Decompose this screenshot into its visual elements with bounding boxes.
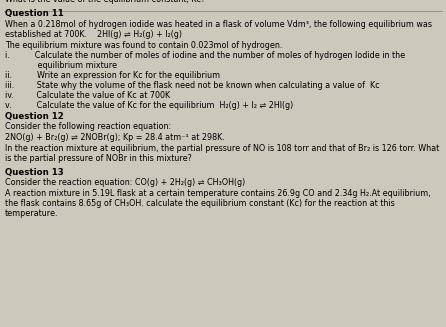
Text: 2NO(g) + Br₂(g) ⇌ 2NOBr(g); Kp = 28.4 atm⁻¹ at 298K.: 2NO(g) + Br₂(g) ⇌ 2NOBr(g); Kp = 28.4 at…	[5, 133, 225, 142]
Text: What is the value of the equilibrium constant, Kc?: What is the value of the equilibrium con…	[5, 0, 205, 4]
Text: iii.         State why the volume of the flask need not be known when calculatin: iii. State why the volume of the flask n…	[5, 81, 380, 90]
Text: Question 11: Question 11	[5, 9, 64, 18]
Text: Question 13: Question 13	[5, 168, 64, 177]
Text: the flask contains 8.65g of CH₃OH. calculate the equilibrium constant (Kc) for t: the flask contains 8.65g of CH₃OH. calcu…	[5, 199, 395, 208]
Text: In the reaction mixture at equilibrium, the partial pressure of NO is 108 torr a: In the reaction mixture at equilibrium, …	[5, 144, 439, 153]
Text: A reaction mixture in 5.19L flask at a certain temperature contains 26.9g CO and: A reaction mixture in 5.19L flask at a c…	[5, 189, 431, 198]
Text: Consider the reaction equation: CO(g) + 2H₂(g) ⇌ CH₃OH(g): Consider the reaction equation: CO(g) + …	[5, 178, 245, 187]
Text: iv.         Calculate the value of Kc at 700K: iv. Calculate the value of Kc at 700K	[5, 91, 170, 100]
Text: equilibrium mixture: equilibrium mixture	[5, 61, 117, 70]
Text: The equilibrium mixture was found to contain 0.023mol of hydrogen.: The equilibrium mixture was found to con…	[5, 41, 282, 50]
Text: i.          Calculate the number of moles of iodine and the number of moles of h: i. Calculate the number of moles of iodi…	[5, 51, 405, 60]
Text: Consider the following reaction equation:: Consider the following reaction equation…	[5, 122, 171, 131]
Text: established at 700K.    2HI(g) ⇌ H₂(g) + I₂(g): established at 700K. 2HI(g) ⇌ H₂(g) + I₂…	[5, 30, 182, 39]
Text: Question 12: Question 12	[5, 112, 64, 121]
Text: ii.          Write an expression for Kc for the equilibrium: ii. Write an expression for Kc for the e…	[5, 71, 220, 80]
Text: When a 0.218mol of hydrogen iodide was heated in a flask of volume Vdm³, the fol: When a 0.218mol of hydrogen iodide was h…	[5, 20, 432, 29]
Text: v.          Calculate the value of Kc for the equilibrium  H₂(g) + I₂ ⇌ 2HI(g): v. Calculate the value of Kc for the equ…	[5, 101, 293, 110]
Text: is the partial pressure of NOBr in this mixture?: is the partial pressure of NOBr in this …	[5, 154, 192, 163]
Text: temperature.: temperature.	[5, 209, 58, 218]
